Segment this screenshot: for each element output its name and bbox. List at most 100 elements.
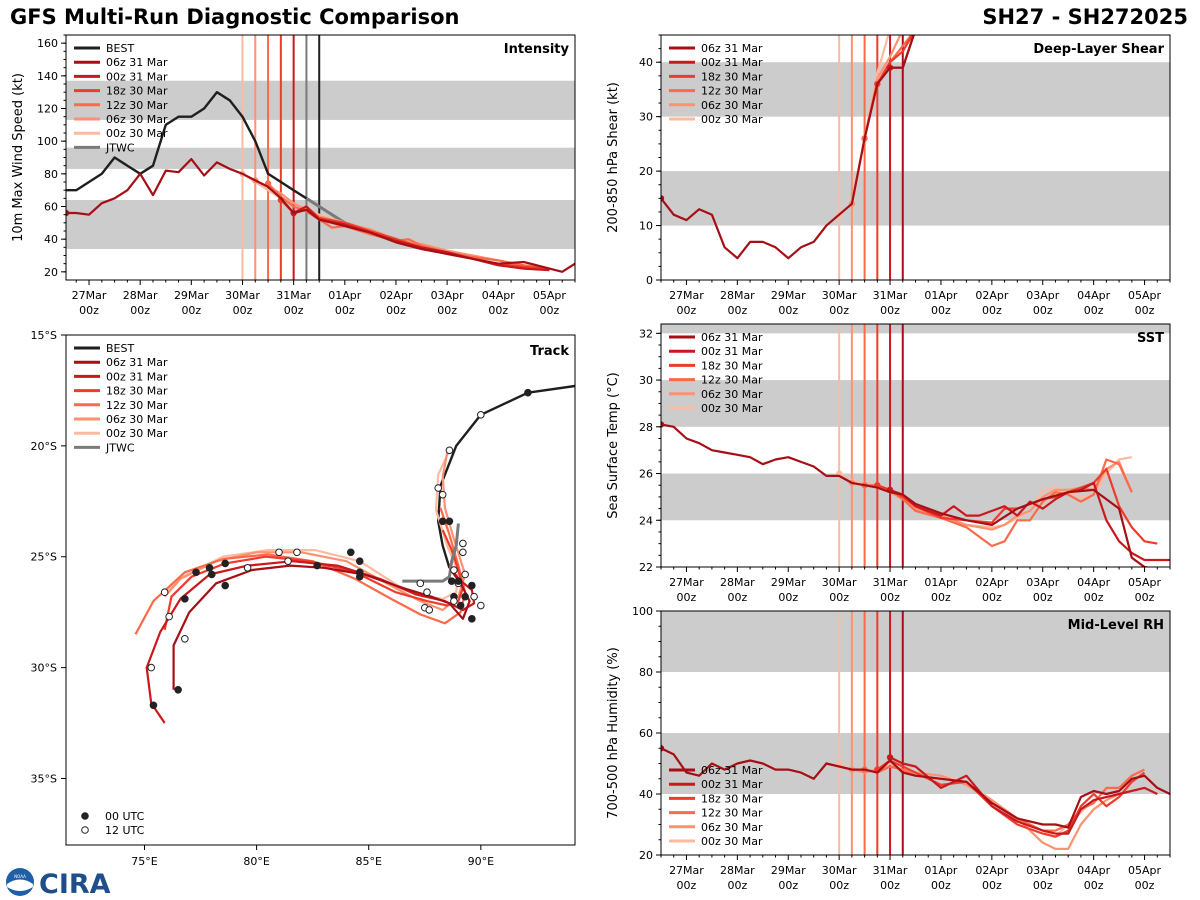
sst-ytick-label-4: 30 — [639, 374, 653, 387]
shear-xtick-sub-1: 00z — [727, 304, 747, 317]
track-position-marker-0 — [524, 388, 532, 397]
sst-xtick-label-5: 01Apr — [924, 576, 958, 589]
sst-series-line-4 — [889, 481, 1170, 562]
intensity-xtick-label-4: 31Mar — [276, 289, 311, 302]
track-position-marker-43 — [181, 634, 189, 643]
shear-xtick-sub-4: 00z — [880, 304, 900, 317]
shear-xtick-sub-3: 00z — [829, 304, 849, 317]
intensity-plot-area — [66, 35, 575, 280]
sst-ytick-label-2: 26 — [639, 468, 653, 481]
shear-series-start-5 — [661, 195, 665, 202]
rh-xtick-label-3: 30Mar — [822, 864, 857, 877]
track-ytick-label-1: 20°S — [31, 440, 57, 453]
sst-title: SST — [1137, 331, 1164, 346]
track-ytick-label-4: 35°S — [31, 772, 57, 785]
noaa-logo-text: NOAA — [14, 874, 26, 879]
track-series-line-4 — [145, 560, 476, 724]
track-position-marker-34 — [243, 564, 252, 572]
intensity-ytick-label-1: 40 — [44, 233, 58, 246]
track-ytick-label-3: 30°S — [31, 662, 57, 675]
shear-legend-label-3: 12z 30 Mar — [701, 85, 763, 98]
track-position-marker-29 — [355, 572, 364, 581]
shear-band-1 — [661, 62, 1170, 117]
track-title: Track — [530, 344, 569, 359]
shear-legend-label-1: 00z 31 Mar — [701, 56, 763, 69]
shear-xtick-label-6: 02Apr — [975, 289, 1009, 302]
intensity-legend-label-1: 06z 31 Mar — [106, 56, 168, 69]
shear-xtick-sub-7: 00z — [1033, 304, 1053, 317]
sst-xtick-label-9: 05Apr — [1128, 576, 1162, 589]
rh-xtick-label-1: 28Mar — [720, 864, 755, 877]
track-position-marker-31 — [275, 548, 283, 557]
sst-legend-label-3: 12z 30 Mar — [701, 374, 763, 387]
rh-series-line-4 — [889, 756, 1158, 835]
intensity-ytick-label-2: 60 — [44, 201, 58, 214]
intensity-xtick-label-9: 05Apr — [533, 289, 567, 302]
sst-panel: 22 24 26 28 30 32 27Mar 00z 28Mar 00z 29Mar 00z 30Ma… — [606, 323, 1171, 604]
track-position-marker-3 — [434, 484, 443, 492]
track-marker-legend-label-0: 00 UTC — [105, 810, 145, 823]
rh-band-1 — [661, 611, 1170, 672]
rh-legend-label-2: 18z 30 Mar — [701, 792, 763, 805]
shear-xtick-sub-2: 00z — [778, 304, 798, 317]
intensity-series-line-5 — [66, 158, 575, 273]
shear-legend-label-2: 18z 30 Mar — [701, 70, 763, 83]
track-position-marker-1 — [477, 411, 485, 419]
sst-series-line-5 — [661, 423, 1151, 567]
sst-xtick-label-3: 30Mar — [822, 576, 857, 589]
track-position-marker-13 — [447, 577, 456, 585]
track-position-marker-30 — [313, 561, 321, 570]
rh-xtick-label-2: 29Mar — [771, 864, 806, 877]
shear-ylabel: 200-850 hPa Shear (kt) — [606, 82, 621, 233]
intensity-xtick-label-3: 30Mar — [225, 289, 260, 302]
intensity-ytick-label-4: 100 — [37, 135, 58, 148]
rh-xtick-sub-0: 00z — [677, 879, 697, 892]
track-best-line — [437, 384, 575, 569]
intensity-xtick-label-5: 01Apr — [328, 289, 362, 302]
rh-xtick-sub-3: 00z — [829, 879, 849, 892]
track-position-marker-32 — [293, 548, 301, 557]
intensity-xtick-sub-3: 00z — [233, 304, 253, 317]
rh-series-line-5 — [661, 747, 1170, 829]
sst-xtick-sub-2: 00z — [778, 591, 798, 604]
page-title: GFS Multi-Run Diagnostic Comparison — [10, 5, 460, 29]
rh-title: Mid-Level RH — [1068, 618, 1164, 633]
track-legend-label-1: 06z 31 Mar — [106, 356, 168, 369]
track-position-marker-39 — [221, 581, 230, 590]
rh-xtick-label-8: 04Apr — [1077, 864, 1111, 877]
track-xtick-label-3: 90°E — [468, 855, 494, 868]
shear-ytick-label-1: 10 — [639, 220, 653, 233]
rh-legend-label-5: 00z 30 Mar — [701, 835, 763, 848]
intensity-legend-label-2: 00z 31 Mar — [106, 70, 168, 83]
sst-legend-label-4: 06z 30 Mar — [701, 388, 763, 401]
rh-ytick-label-4: 100 — [632, 605, 653, 618]
track-position-marker-38 — [207, 570, 216, 579]
track-legend-label-0: BEST — [106, 342, 134, 355]
shear-ytick-label-0: 0 — [646, 274, 653, 287]
track-marker-legend-label-1: 12 UTC — [105, 824, 145, 837]
rh-xtick-label-6: 02Apr — [975, 864, 1009, 877]
intensity-legend-label-6: 00z 30 Mar — [106, 127, 168, 140]
intensity-xtick-sub-9: 00z — [540, 304, 560, 317]
rh-xtick-sub-6: 00z — [982, 879, 1002, 892]
sst-band-2 — [661, 324, 1170, 334]
sst-ytick-label-0: 22 — [639, 561, 653, 574]
sst-xtick-label-0: 27Mar — [669, 576, 704, 589]
track-position-marker-19 — [477, 601, 485, 610]
rh-xtick-label-0: 27Mar — [669, 864, 704, 877]
track-xtick-label-1: 80°E — [243, 855, 269, 868]
track-position-marker-41 — [160, 588, 169, 597]
sst-legend-label-5: 00z 30 Mar — [701, 402, 763, 415]
intensity-panel: 20 40 60 80 100 120 140 160 27Mar 00z 28Mar 00z 29Ma… — [11, 34, 576, 317]
shear-xtick-label-1: 28Mar — [720, 289, 755, 302]
rh-ytick-label-3: 80 — [639, 666, 653, 679]
shear-legend-label-0: 06z 31 Mar — [701, 42, 763, 55]
shear-ytick-label-4: 40 — [639, 56, 653, 69]
sst-legend-label-2: 18z 30 Mar — [701, 359, 763, 372]
sst-ylabel: Sea Surface Temp (°C) — [606, 372, 621, 519]
shear-ytick-label-3: 30 — [639, 111, 653, 124]
rh-xtick-sub-4: 00z — [880, 879, 900, 892]
sst-xtick-label-4: 31Mar — [873, 576, 908, 589]
rh-xtick-label-7: 03Apr — [1026, 864, 1060, 877]
intensity-xtick-sub-2: 00z — [181, 304, 201, 317]
